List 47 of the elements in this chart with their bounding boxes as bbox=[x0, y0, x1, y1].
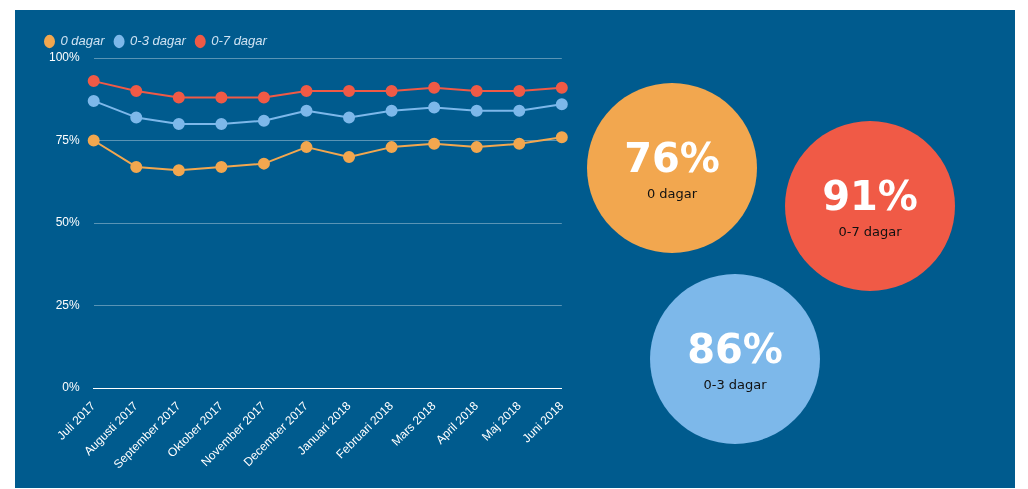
legend-label: 0 dagar bbox=[60, 33, 106, 49]
point bbox=[470, 104, 483, 117]
point bbox=[87, 134, 100, 147]
legend-label: 0-3 dagar bbox=[130, 33, 187, 49]
y-tick-label: 25% bbox=[55, 297, 81, 312]
point bbox=[428, 137, 441, 150]
point bbox=[257, 91, 270, 104]
point bbox=[172, 91, 185, 104]
y-tick-label: 75% bbox=[55, 132, 81, 147]
point bbox=[385, 104, 398, 117]
point bbox=[513, 137, 526, 150]
point bbox=[555, 98, 568, 111]
y-tick-label: 0% bbox=[62, 380, 81, 395]
point bbox=[343, 151, 356, 164]
point bbox=[300, 104, 313, 117]
point bbox=[555, 131, 568, 144]
point bbox=[87, 94, 100, 107]
point bbox=[470, 85, 483, 98]
point bbox=[257, 114, 270, 127]
point bbox=[300, 141, 313, 154]
point bbox=[428, 101, 441, 114]
point bbox=[257, 157, 270, 170]
y-tick-label: 100% bbox=[48, 50, 81, 65]
point bbox=[215, 118, 228, 131]
point bbox=[300, 85, 313, 98]
point bbox=[130, 111, 143, 124]
point bbox=[555, 81, 568, 94]
circle-card: 91% 0-7 dagar bbox=[785, 121, 955, 291]
point bbox=[343, 85, 356, 98]
point bbox=[385, 141, 398, 154]
circle-card: 86% 0-3 dagar bbox=[650, 274, 820, 444]
point bbox=[130, 85, 143, 98]
point bbox=[343, 111, 356, 124]
point bbox=[428, 81, 441, 94]
y-tick-label: 50% bbox=[55, 215, 81, 230]
point bbox=[513, 85, 526, 98]
circle-card: 76% 0 dagar bbox=[587, 83, 757, 253]
point bbox=[172, 118, 185, 131]
point bbox=[172, 164, 185, 177]
legend-label: 0-7 dagar bbox=[211, 33, 268, 49]
point bbox=[470, 141, 483, 154]
point bbox=[513, 104, 526, 117]
point bbox=[130, 160, 143, 173]
point bbox=[87, 75, 100, 88]
point bbox=[385, 85, 398, 98]
point bbox=[215, 160, 228, 173]
point bbox=[215, 91, 228, 104]
